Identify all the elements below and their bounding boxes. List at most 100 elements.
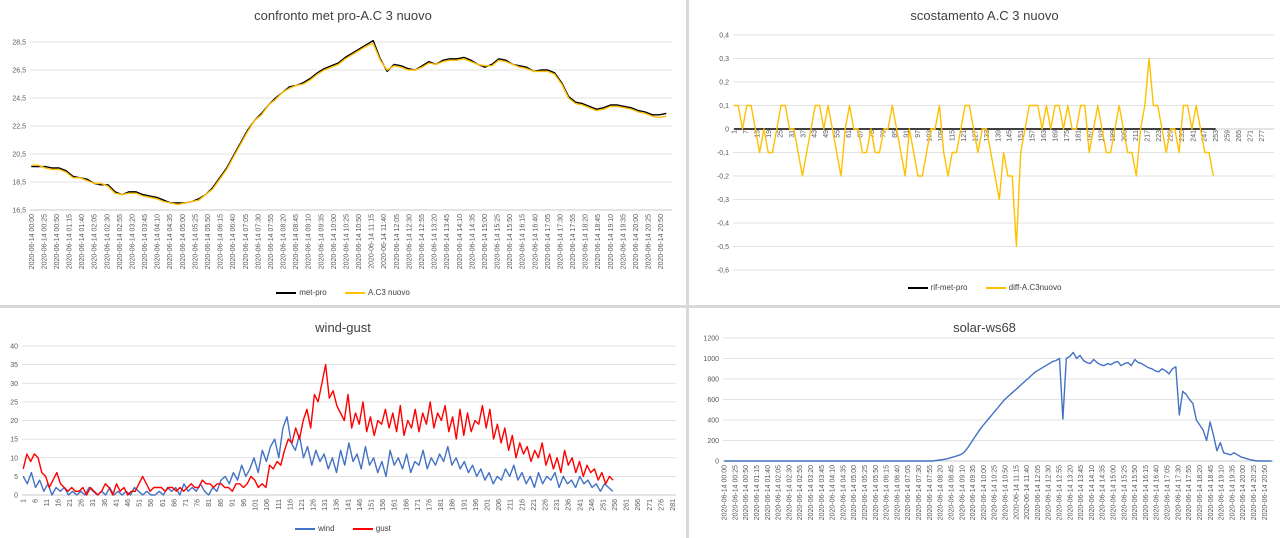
x-tick-label: 2020-06-14 17:55 <box>570 214 577 269</box>
chart-temperature-comparison: confronto met pro-A.C 3 nuovo 16,5 18,5 20… <box>0 0 686 305</box>
x-tick-label: 229 <box>1167 130 1174 142</box>
x-tick-label: 2020-06-14 02:55 <box>117 214 124 269</box>
x-tick-label: 21 <box>67 499 74 507</box>
x-tick-label: 2020-06-14 17:30 <box>557 214 564 269</box>
y-tick-label: 0 <box>14 493 18 500</box>
x-tick-label: 271 <box>1248 130 1255 142</box>
legend-item: met-pro <box>276 288 327 297</box>
x-tick-label: 2020-06-14 15:50 <box>1132 465 1139 520</box>
x-tick-label: 2020-06-14 02:05 <box>776 465 783 520</box>
x-tick-label: 2020-06-14 12:05 <box>394 214 401 269</box>
y-tick-label: 0,2 <box>719 80 729 87</box>
x-tick-label: 2020-06-14 04:10 <box>830 465 837 520</box>
x-tick-label: 6 <box>32 499 39 503</box>
x-tick-label: 2020-06-14 20:50 <box>1262 465 1269 520</box>
x-tick-label: 101 <box>253 499 260 511</box>
x-tick-label: 31 <box>90 499 97 507</box>
x-tick-label: 2020-06-14 16:15 <box>520 214 527 269</box>
x-tick-label: 247 <box>1202 130 1209 142</box>
legend-swatch <box>907 286 928 289</box>
x-tick-label: 2020-06-14 03:20 <box>808 465 815 520</box>
x-tick-label: 2020-06-14 04:35 <box>840 465 847 520</box>
x-tick-label: 111 <box>276 499 283 510</box>
x-tick-label: 37 <box>800 130 807 138</box>
x-tick-label: 13 <box>754 130 761 138</box>
x-tick-label: 2020-06-14 20:00 <box>1240 465 1247 520</box>
x-tick-label: 2020-06-14 03:45 <box>142 214 149 269</box>
legend-label: A.C3 nuovo <box>367 288 410 297</box>
x-tick-label: 109 <box>938 130 945 142</box>
x-tick-label: 61 <box>846 130 853 138</box>
x-tick-label: 2020-06-14 17:05 <box>1165 465 1172 520</box>
x-tick-label: 2020-06-14 15:25 <box>1121 465 1128 520</box>
x-tick-label: 193 <box>1098 130 1105 142</box>
y-tick-label: 16,5 <box>12 208 26 215</box>
x-tick-label: 1 <box>731 130 738 134</box>
x-tick-label: 2020-06-14 09:10 <box>959 465 966 520</box>
x-tick-label: 2020-06-14 20:50 <box>658 214 665 269</box>
x-tick-label: 196 <box>473 499 480 511</box>
legend-swatch <box>295 527 316 530</box>
y-tick-label: 10 <box>10 455 18 462</box>
x-tick-label: 175 <box>1064 130 1071 142</box>
x-tick-label: 71 <box>183 499 190 507</box>
x-tick-label: 181 <box>1076 130 1083 142</box>
x-tick-label: 2020-06-14 20:00 <box>633 214 640 269</box>
x-tick-label: 166 <box>403 499 410 511</box>
x-tick-label: 2020-06-14 05:00 <box>180 214 187 269</box>
x-tick-label: 2020-06-14 10:00 <box>981 465 988 520</box>
x-tick-label: 141 <box>345 499 352 511</box>
x-tick-label: 2020-06-14 05:50 <box>873 465 880 520</box>
x-tick-label: 259 <box>1225 130 1232 142</box>
y-tick-label: 1000 <box>703 356 719 363</box>
x-tick-label: 217 <box>1144 130 1151 142</box>
x-tick-label: 2020-06-14 07:55 <box>268 214 275 269</box>
x-tick-label: 157 <box>1030 130 1037 142</box>
x-tick-label: 223 <box>1156 130 1163 142</box>
x-tick-label: 181 <box>438 499 445 511</box>
x-tick-label: 151 <box>1018 130 1025 142</box>
x-tick-label: 97 <box>915 130 922 138</box>
chart-legend: met-pro A.C3 nuovo <box>0 288 686 297</box>
y-tick-label: 22,5 <box>12 124 26 131</box>
x-tick-label: 2020-06-14 06:40 <box>894 465 901 520</box>
x-tick-label: 2020-06-14 07:30 <box>916 465 923 520</box>
series-line <box>31 39 667 204</box>
x-tick-label: 2020-06-14 07:55 <box>927 465 934 520</box>
x-tick-label: 2020-06-14 12:05 <box>1035 465 1042 520</box>
x-tick-label: 121 <box>961 130 968 142</box>
x-tick-label: 236 <box>566 499 573 511</box>
y-tick-label: 24,5 <box>12 96 26 103</box>
x-tick-label: 2020-06-14 12:55 <box>419 214 426 269</box>
x-tick-label: 2020-06-14 09:35 <box>318 214 325 269</box>
x-tick-label: 2020-06-14 05:50 <box>205 214 212 269</box>
legend-item: A.C3 nuovo <box>344 288 410 297</box>
x-tick-label: 2020-06-14 19:35 <box>1229 465 1236 520</box>
x-tick-label: 2020-06-14 07:05 <box>905 465 912 520</box>
x-tick-label: 241 <box>577 499 584 511</box>
x-tick-label: 156 <box>380 499 387 511</box>
x-tick-label: 187 <box>1087 130 1094 142</box>
x-tick-label: 2020-06-14 15:00 <box>1111 465 1118 520</box>
x-tick-label: 81 <box>206 499 213 507</box>
x-tick-label: 2020-06-14 17:30 <box>1175 465 1182 520</box>
x-tick-label: 176 <box>427 499 434 511</box>
x-tick-label: 2020-06-14 08:20 <box>281 214 288 269</box>
y-tick-label: -0,6 <box>717 268 729 275</box>
x-tick-label: 96 <box>241 499 248 507</box>
x-tick-label: 2020-06-14 19:10 <box>1219 465 1226 520</box>
x-tick-label: 2020-06-14 07:05 <box>243 214 250 269</box>
y-tick-label: 20,5 <box>12 152 26 159</box>
x-tick-label: 276 <box>658 499 665 511</box>
legend-label: rif-met-pro <box>930 283 968 292</box>
x-tick-label: 2020-06-14 03:20 <box>129 214 136 269</box>
y-tick-label: 600 <box>707 397 719 404</box>
x-tick-label: 256 <box>612 499 619 511</box>
x-tick-label: 265 <box>1236 130 1243 142</box>
y-tick-label: 1200 <box>703 336 719 343</box>
x-tick-label: 2020-06-14 02:30 <box>104 214 111 269</box>
y-tick-label: 15 <box>10 437 18 444</box>
y-tick-label: -0,2 <box>717 174 729 181</box>
x-tick-label: 2020-06-14 16:40 <box>532 214 539 269</box>
x-tick-label: 26 <box>79 499 86 507</box>
